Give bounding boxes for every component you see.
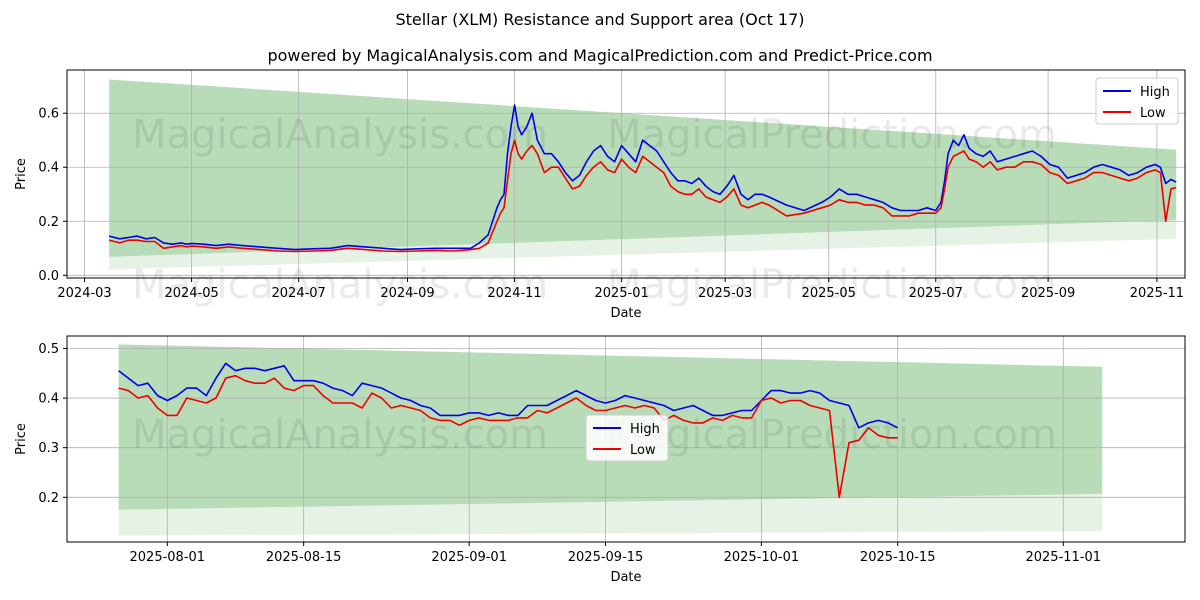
bottom-ylabel: Price: [14, 423, 29, 455]
bottom-legend-label-low: Low: [630, 443, 656, 458]
chart-title: Stellar (XLM) Resistance and Support are…: [395, 10, 805, 29]
top-chart: MagicalAnalysis.com MagicalPrediction.com…: [14, 69, 1186, 321]
top-xtick-label-0: 2024-03: [57, 286, 111, 301]
bottom-ytick-label-0: 0.2: [38, 491, 59, 506]
bottom-axes-frame: [66, 335, 1186, 543]
top-ytick-label-0: 0.0: [38, 269, 59, 284]
top-legend: High Low: [1095, 77, 1179, 125]
top-watermark-prediction-lower: MagicalPrediction.com: [607, 262, 1057, 308]
top-plot-area: MagicalAnalysis.com MagicalPrediction.com: [67, 70, 1185, 278]
top-series-high: [108, 104, 1177, 251]
top-series-low: [108, 139, 1177, 253]
bottom-chart: MagicalAnalysis.com MagicalPrediction.com…: [14, 335, 1186, 585]
top-watermark-prediction: MagicalPrediction.com: [607, 112, 1057, 158]
bottom-xtick-label-1: 2025-08-15: [266, 550, 342, 565]
top-ylabel: Price: [14, 158, 29, 190]
top-resistance-band: [109, 79, 1177, 257]
bottom-xtick-label-0: 2025-08-01: [130, 550, 206, 565]
top-watermark-analysis-lower: MagicalAnalysis.com: [132, 262, 548, 308]
top-support-band: [109, 219, 1177, 270]
bottom-series-low: [118, 374, 898, 499]
bottom-ytick-label-1: 0.3: [38, 441, 59, 456]
top-xtick-label-5: 2025-01: [594, 286, 648, 301]
top-xtick-label-2: 2024-07: [272, 286, 326, 301]
chart-subtitle: powered by MagicalAnalysis.com and Magic…: [267, 46, 933, 65]
top-xtick-label-6: 2025-03: [698, 286, 752, 301]
bottom-legend: High Low: [585, 414, 669, 462]
top-xtick-label-7: 2025-05: [802, 286, 856, 301]
top-xlabel: Date: [610, 306, 641, 321]
top-legend-label-high: High: [1140, 85, 1170, 100]
top-watermark-analysis: MagicalAnalysis.com: [132, 112, 548, 158]
top-xtick-label-10: 2025-11: [1130, 286, 1184, 301]
bottom-support-band: [118, 493, 1103, 536]
bottom-xtick-label-6: 2025-11-01: [1025, 550, 1101, 565]
bottom-xlabel: Date: [610, 570, 641, 585]
bottom-xtick-label-4: 2025-10-01: [724, 550, 800, 565]
top-xtick-label-4: 2024-11: [487, 286, 541, 301]
top-xtick-label-9: 2025-09: [1021, 286, 1075, 301]
top-xtick-label-3: 2024-09: [380, 286, 434, 301]
top-ytick-label-1: 0.2: [38, 215, 59, 230]
bottom-legend-label-high: High: [630, 422, 660, 437]
bottom-ytick-label-3: 0.5: [38, 342, 59, 357]
bottom-ytick-label-2: 0.4: [38, 392, 59, 407]
bottom-xtick-label-5: 2025-10-15: [860, 550, 936, 565]
top-ytick-label-2: 0.4: [38, 161, 59, 176]
bottom-xtick-label-2: 2025-09-01: [431, 550, 507, 565]
top-xtick-label-1: 2024-05: [164, 286, 218, 301]
bottom-watermark-analysis: MagicalAnalysis.com: [132, 412, 548, 458]
top-axes-frame: [66, 69, 1186, 279]
bottom-xtick-label-3: 2025-09-15: [568, 550, 644, 565]
bottom-series-high: [118, 362, 899, 429]
top-legend-label-low: Low: [1140, 106, 1166, 121]
top-xtick-label-8: 2025-07: [909, 286, 963, 301]
top-ytick-label-3: 0.6: [38, 107, 59, 122]
